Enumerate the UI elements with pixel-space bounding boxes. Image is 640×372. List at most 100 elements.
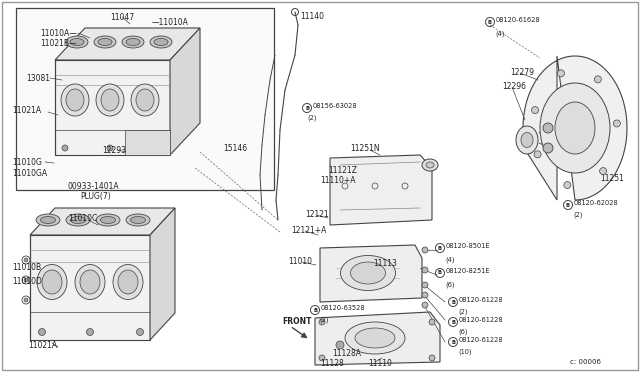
Text: 11251N: 11251N	[350, 144, 380, 153]
Text: 11140: 11140	[300, 12, 324, 20]
Text: B: B	[438, 270, 442, 276]
Ellipse shape	[94, 36, 116, 48]
Ellipse shape	[131, 84, 159, 116]
Ellipse shape	[61, 84, 89, 116]
Ellipse shape	[426, 162, 434, 168]
Text: 11010A—: 11010A—	[40, 29, 77, 38]
Text: 00933-1401A: 00933-1401A	[68, 182, 120, 190]
Text: (10): (10)	[458, 349, 472, 355]
Ellipse shape	[340, 256, 396, 291]
Text: 08120-8501E: 08120-8501E	[446, 243, 490, 249]
Text: B: B	[566, 202, 570, 208]
Ellipse shape	[118, 270, 138, 294]
Text: B: B	[451, 320, 455, 324]
Circle shape	[319, 355, 325, 361]
Polygon shape	[315, 312, 440, 365]
Text: (4): (4)	[445, 257, 454, 263]
Polygon shape	[523, 56, 627, 200]
Text: (6): (6)	[445, 282, 454, 288]
Text: PLUG(7): PLUG(7)	[80, 192, 111, 201]
Ellipse shape	[75, 264, 105, 299]
Ellipse shape	[113, 264, 143, 299]
Polygon shape	[330, 155, 432, 225]
Ellipse shape	[101, 89, 119, 111]
Text: (4): (4)	[495, 31, 504, 37]
Text: 15146: 15146	[223, 144, 247, 153]
Ellipse shape	[516, 126, 538, 154]
Text: 11021A: 11021A	[12, 106, 41, 115]
Polygon shape	[30, 208, 175, 235]
Circle shape	[429, 319, 435, 325]
Text: (2): (2)	[573, 212, 582, 218]
Text: 12121: 12121	[305, 209, 329, 218]
Polygon shape	[150, 208, 175, 340]
Text: 08120-61228: 08120-61228	[459, 317, 504, 323]
Ellipse shape	[42, 270, 62, 294]
Polygon shape	[30, 235, 150, 340]
Circle shape	[422, 282, 428, 288]
Text: 11010GA: 11010GA	[12, 169, 47, 177]
Text: 11121Z: 11121Z	[328, 166, 357, 174]
Ellipse shape	[154, 38, 168, 45]
Circle shape	[543, 143, 553, 153]
Text: 11110: 11110	[368, 359, 392, 369]
Circle shape	[136, 328, 143, 336]
Polygon shape	[55, 28, 200, 60]
Text: 08120-61228: 08120-61228	[459, 337, 504, 343]
Circle shape	[336, 341, 344, 349]
Ellipse shape	[96, 214, 120, 226]
Bar	[16, 8, 274, 190]
Circle shape	[422, 267, 428, 273]
Circle shape	[600, 168, 607, 174]
Circle shape	[613, 120, 620, 127]
Ellipse shape	[345, 322, 405, 354]
Ellipse shape	[80, 270, 100, 294]
Circle shape	[62, 145, 68, 151]
Ellipse shape	[126, 38, 140, 45]
Text: 13081: 13081	[26, 74, 50, 83]
Text: B: B	[451, 299, 455, 305]
Text: 12279: 12279	[510, 67, 534, 77]
Text: B: B	[488, 19, 492, 25]
Polygon shape	[320, 245, 422, 302]
Circle shape	[422, 292, 428, 298]
Text: 11047: 11047	[110, 13, 134, 22]
Text: 11128A: 11128A	[332, 350, 361, 359]
Circle shape	[422, 302, 428, 308]
Text: B: B	[305, 106, 309, 110]
Circle shape	[595, 76, 602, 83]
Text: 11128: 11128	[320, 359, 344, 369]
Text: (2): (2)	[458, 309, 467, 315]
Circle shape	[157, 145, 163, 151]
Ellipse shape	[150, 36, 172, 48]
Circle shape	[543, 123, 553, 133]
Circle shape	[24, 278, 28, 282]
Text: 11021A: 11021A	[28, 341, 57, 350]
Text: 11010: 11010	[288, 257, 312, 266]
Text: (6): (6)	[458, 329, 467, 335]
Circle shape	[429, 355, 435, 361]
Text: 11010G: 11010G	[12, 157, 42, 167]
Ellipse shape	[521, 132, 533, 148]
Ellipse shape	[37, 264, 67, 299]
Text: 12121+A: 12121+A	[291, 225, 326, 234]
Text: 11251: 11251	[600, 173, 624, 183]
Ellipse shape	[66, 89, 84, 111]
Circle shape	[319, 319, 325, 325]
Text: B: B	[451, 340, 455, 344]
Polygon shape	[125, 130, 170, 155]
Text: 08120-61628: 08120-61628	[496, 17, 541, 23]
Ellipse shape	[540, 83, 610, 173]
Text: c: 00006: c: 00006	[570, 359, 601, 365]
Text: 11021B—: 11021B—	[40, 38, 77, 48]
Ellipse shape	[96, 84, 124, 116]
Circle shape	[38, 328, 45, 336]
Text: B: B	[313, 308, 317, 312]
Circle shape	[564, 182, 571, 189]
Ellipse shape	[131, 217, 145, 224]
Circle shape	[532, 106, 538, 113]
Text: 08120-63528: 08120-63528	[321, 305, 365, 311]
Text: FRONT: FRONT	[282, 317, 312, 327]
Circle shape	[86, 328, 93, 336]
Ellipse shape	[351, 262, 385, 284]
